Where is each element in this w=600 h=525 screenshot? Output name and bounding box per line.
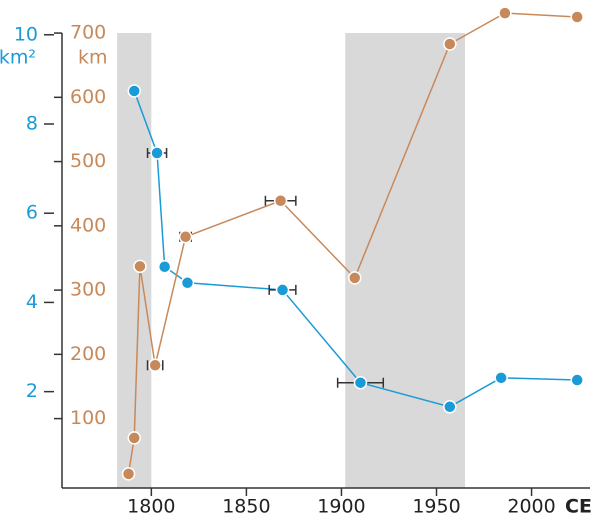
shaded-span: [117, 33, 152, 488]
point: [157, 259, 172, 274]
x-unit: CE: [565, 496, 592, 518]
y2-tick-label: 100: [70, 407, 106, 429]
y2-tick-label: 600: [70, 86, 106, 108]
x-tick-label: 2000: [507, 496, 555, 518]
point: [148, 358, 162, 373]
point: [121, 467, 136, 481]
point: [570, 10, 584, 24]
point: [275, 283, 290, 297]
y2-tick-label: 700: [70, 22, 106, 44]
point: [127, 431, 141, 445]
point: [127, 84, 141, 98]
series-line: [127, 12, 578, 474]
point: [494, 371, 508, 385]
y-tick-label: 8: [26, 112, 38, 134]
point: [353, 375, 368, 390]
point: [133, 259, 147, 274]
point: [273, 194, 288, 208]
y-unit: km²: [0, 47, 36, 69]
point: [570, 373, 584, 387]
x-tick-label: 1900: [317, 496, 365, 518]
y-tick-label: 2: [26, 380, 38, 402]
point: [498, 6, 512, 20]
y-tick-label: 4: [26, 291, 38, 313]
point: [150, 146, 164, 160]
point: [180, 276, 195, 290]
y2-tick-label: 400: [70, 214, 106, 236]
x-tick-label: 1850: [222, 496, 270, 518]
y2-unit: km: [78, 47, 108, 69]
point: [443, 37, 457, 51]
y2-tick-label: 200: [70, 343, 106, 365]
point: [348, 271, 362, 285]
shaded-span: [345, 33, 466, 488]
y-tick-label: 6: [26, 202, 38, 224]
y-tick-label: 10: [14, 23, 38, 45]
x-tick-label: 1800: [127, 496, 175, 518]
y2-tick-label: 500: [70, 150, 106, 172]
point: [178, 230, 193, 244]
x-tick-label: 1950: [412, 496, 460, 518]
y2-tick-label: 300: [70, 279, 106, 301]
point: [443, 400, 457, 414]
